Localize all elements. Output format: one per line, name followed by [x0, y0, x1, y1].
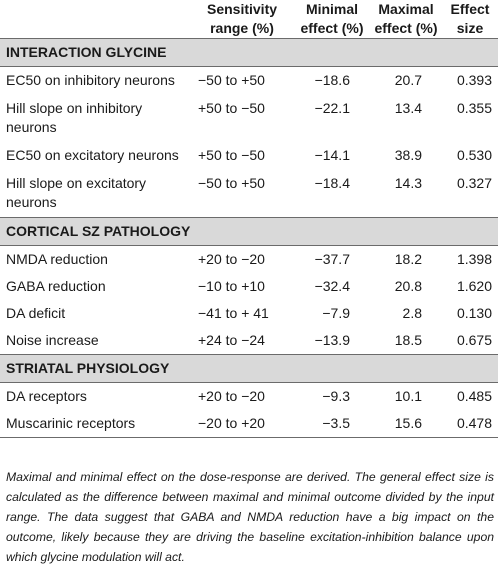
row-max-effect: 38.9 — [394, 147, 422, 163]
table-row: NMDA reduction +20 to −20 −37.7 18.2 1.3… — [0, 246, 498, 274]
row-label: Hill slope on excitatory neurons — [6, 175, 147, 210]
row-max-effect: 13.4 — [394, 100, 422, 116]
row-min-effect: −7.9 — [322, 305, 350, 321]
row-range: −10 to +10 — [198, 278, 265, 294]
row-effect-size: 0.675 — [456, 332, 492, 348]
row-range: +20 to −20 — [198, 388, 265, 404]
row-effect-size: 0.355 — [456, 100, 492, 116]
row-effect-size: 0.327 — [456, 175, 492, 191]
row-max-effect: 18.5 — [394, 332, 422, 348]
row-label: Muscarinic receptors — [0, 410, 190, 438]
row-effect-size: 0.393 — [456, 72, 492, 88]
row-max-effect: 18.2 — [394, 251, 422, 267]
table-row: EC50 on inhibitory neurons −50 to +50 −1… — [0, 67, 498, 96]
section-title: CORTICAL SZ PATHOLOGY — [0, 217, 498, 246]
row-range: −20 to +20 — [190, 410, 294, 438]
row-max-effect: 10.1 — [394, 388, 422, 404]
row-label: DA receptors — [6, 388, 87, 404]
table-row: Muscarinic receptors −20 to +20 −3.5 15.… — [0, 410, 498, 438]
row-min-effect: −22.1 — [314, 100, 350, 116]
header-sensitivity-range: Sensitivity range (%) — [190, 0, 294, 39]
row-label: Hill slope on inhibitory neurons — [6, 100, 143, 135]
row-max-effect: 14.3 — [394, 175, 422, 191]
row-min-effect: −13.9 — [314, 332, 350, 348]
row-min-effect: −18.4 — [314, 175, 350, 191]
table-row: DA deficit −41 to + 41 −7.9 2.8 0.130 — [0, 300, 498, 327]
row-min-effect: −9.3 — [322, 388, 350, 404]
row-max-effect: 20.8 — [394, 278, 422, 294]
row-label: NMDA reduction — [6, 251, 108, 267]
header-parameter — [0, 0, 190, 39]
row-label: Noise increase — [6, 332, 99, 348]
table-row: DA receptors +20 to −20 −9.3 10.1 0.485 — [0, 383, 498, 411]
row-range: −41 to + 41 — [198, 305, 269, 321]
table-row: GABA reduction −10 to +10 −32.4 20.8 1.6… — [0, 273, 498, 300]
row-min-effect: −3.5 — [294, 410, 370, 438]
row-effect-size: 0.485 — [456, 388, 492, 404]
section-header: CORTICAL SZ PATHOLOGY — [0, 217, 498, 246]
row-min-effect: −37.7 — [314, 251, 350, 267]
section-title: STRIATAL PHYSIOLOGY — [0, 354, 498, 383]
row-range: +50 to −50 — [198, 100, 265, 116]
row-label: EC50 on inhibitory neurons — [6, 72, 175, 88]
row-label: DA deficit — [6, 305, 66, 321]
section-title: INTERACTION GLYCINE — [0, 38, 498, 67]
section-header: STRIATAL PHYSIOLOGY — [0, 354, 498, 383]
table-row: EC50 on excitatory neurons +50 to −50 −1… — [0, 142, 498, 170]
row-min-effect: −14.1 — [314, 147, 350, 163]
table-row: Hill slope on excitatory neurons −50 to … — [0, 170, 498, 218]
table-footnote: Maximal and minimal effect on the dose-r… — [6, 470, 494, 564]
row-max-effect: 15.6 — [370, 410, 442, 438]
header-maximal-effect: Maximal effect (%) — [370, 0, 442, 39]
row-range: +24 to −24 — [198, 332, 265, 348]
row-effect-size: 0.478 — [442, 410, 498, 438]
table-row: Noise increase +24 to −24 −13.9 18.5 0.6… — [0, 327, 498, 355]
row-max-effect: 20.7 — [394, 72, 422, 88]
row-min-effect: −18.6 — [314, 72, 350, 88]
table-header: Sensitivity range (%) Minimal effect (%)… — [0, 0, 498, 39]
row-range: −50 to +50 — [198, 175, 265, 191]
row-min-effect: −32.4 — [314, 278, 350, 294]
row-effect-size: 1.620 — [456, 278, 492, 294]
row-effect-size: 0.530 — [456, 147, 492, 163]
header-effect-size: Effect size — [442, 0, 498, 39]
header-minimal-effect: Minimal effect (%) — [294, 0, 370, 39]
row-range: +20 to −20 — [198, 251, 265, 267]
section-header: INTERACTION GLYCINE — [0, 38, 498, 67]
table-row: Hill slope on inhibitory neurons +50 to … — [0, 95, 498, 142]
row-effect-size: 1.398 — [456, 251, 492, 267]
row-label: GABA reduction — [6, 278, 106, 294]
row-effect-size: 0.130 — [456, 305, 492, 321]
row-label: EC50 on excitatory neurons — [6, 147, 179, 163]
row-range: +50 to −50 — [198, 147, 265, 163]
row-max-effect: 2.8 — [402, 305, 422, 321]
results-table: Sensitivity range (%) Minimal effect (%)… — [0, 0, 498, 438]
row-range: −50 to +50 — [198, 72, 265, 88]
